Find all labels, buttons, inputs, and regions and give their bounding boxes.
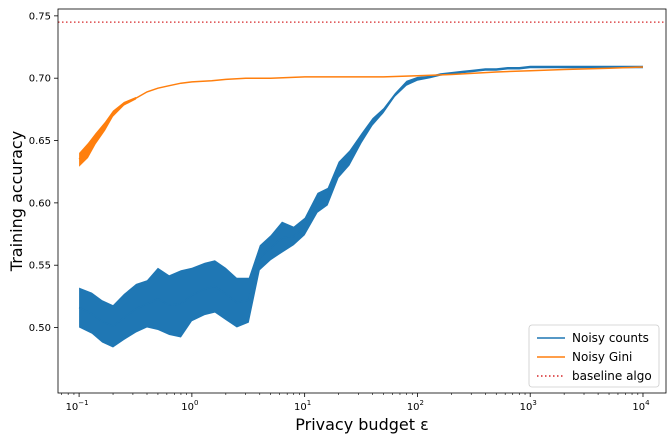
x-tick-label: 103 xyxy=(520,399,537,413)
legend-label-baseline: baseline algo xyxy=(572,369,652,383)
x-tick-label: 102 xyxy=(407,399,424,413)
y-tick-label: 0.70 xyxy=(29,74,51,85)
legend: Noisy counts Noisy Gini baseline algo xyxy=(528,324,660,388)
y-tick-label: 0.55 xyxy=(29,261,51,272)
y-tick-label: 0.65 xyxy=(29,136,51,147)
legend-label-noisy-counts: Noisy counts xyxy=(572,331,649,345)
x-tick-label: 101 xyxy=(294,399,311,413)
y-axis-ticks: 0.50 0.55 0.60 0.65 0.70 0.75 xyxy=(29,11,58,334)
noisy-gini-band xyxy=(79,96,137,167)
x-tick-label: 10−1 xyxy=(66,399,89,413)
noisy-gini-line xyxy=(78,66,644,160)
noisy-counts-line xyxy=(78,66,643,328)
y-tick-label: 0.75 xyxy=(29,11,51,22)
legend-label-noisy-gini: Noisy Gini xyxy=(572,350,632,364)
y-tick-label: 0.60 xyxy=(29,198,51,209)
plot-area xyxy=(58,21,666,348)
axes-frame xyxy=(57,8,667,394)
x-axis-ticks: 10−1 100 101 102 103 104 xyxy=(61,393,650,413)
noisy-counts-band xyxy=(79,65,644,348)
legend-box xyxy=(528,324,660,388)
y-tick-label: 0.50 xyxy=(29,323,51,334)
x-tick-label: 100 xyxy=(181,399,198,413)
x-axis-label: Privacy budget ε xyxy=(295,415,428,434)
y-axis-label: Training accuracy xyxy=(7,131,26,272)
x-tick-label: 104 xyxy=(632,399,650,413)
